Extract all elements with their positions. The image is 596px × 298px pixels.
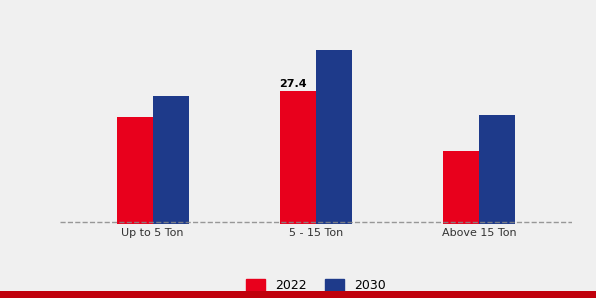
Text: 27.4: 27.4 <box>279 79 307 89</box>
Bar <box>443 151 479 224</box>
Bar <box>153 96 188 224</box>
Bar <box>316 50 352 224</box>
Legend: 2022, 2030: 2022, 2030 <box>241 274 391 297</box>
Bar <box>479 115 515 224</box>
Bar <box>117 117 153 224</box>
Bar <box>280 91 316 224</box>
